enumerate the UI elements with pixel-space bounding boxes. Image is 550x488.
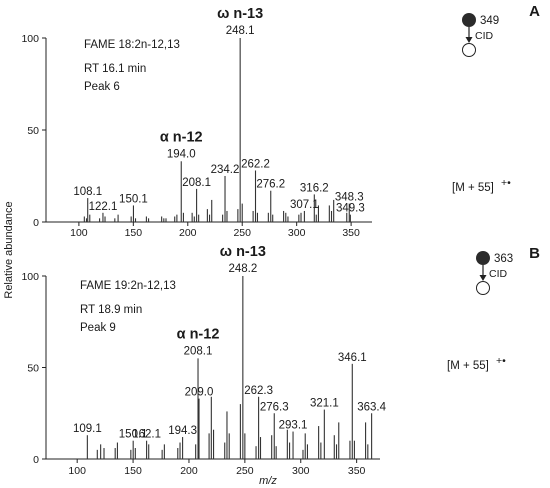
alpha-ion-label: α n-12 <box>160 129 203 145</box>
panel-letter: B <box>529 245 540 262</box>
peak-number: Peak 6 <box>84 81 120 93</box>
sample-name: FAME 19:2n-12,13 <box>80 280 176 292</box>
x-tick-label: 300 <box>288 227 306 239</box>
omega-ion-mz: 248.1 <box>226 25 255 37</box>
y-tick-label: 0 <box>33 454 39 466</box>
peak-label: 150.1 <box>119 193 148 205</box>
precursor-mz: 363 <box>494 253 513 265</box>
cid-label: CID <box>489 268 508 280</box>
precursor-ion-icon <box>476 251 490 265</box>
x-tick-label: 200 <box>179 227 197 239</box>
product-ion-icon <box>462 43 476 57</box>
peak-label: 307.1 <box>290 199 319 211</box>
precursor-ion-icon <box>462 13 476 27</box>
omega-ion-label: ω n-13 <box>217 6 263 22</box>
omega-ion-mz: 248.2 <box>228 263 257 275</box>
peak-label: 262.3 <box>244 385 273 397</box>
x-tick-label: 300 <box>292 465 310 477</box>
retention-time: RT 16.1 min <box>84 63 146 75</box>
y-axis-label: Relative abundance <box>3 201 15 298</box>
alpha-ion-label: α n-12 <box>177 326 220 342</box>
peak-label: 234.2 <box>211 164 240 176</box>
x-tick-label: 150 <box>124 465 142 477</box>
adduct-superscript: +• <box>496 355 506 367</box>
cid-arrowhead-icon <box>465 37 473 43</box>
x-tick-label: 250 <box>236 465 254 477</box>
x-axis-label: m/z <box>259 475 277 487</box>
peak-label: 276.3 <box>260 401 289 413</box>
peak-label: 109.1 <box>73 423 102 435</box>
adduct-label: [M + 55] <box>447 360 489 372</box>
peak-label: 363.4 <box>357 401 386 413</box>
peak-label: 208.1 <box>182 177 211 189</box>
peak-label: 108.1 <box>73 186 102 198</box>
alpha-ion-mz: 194.0 <box>167 148 196 160</box>
y-tick-label: 50 <box>27 363 39 375</box>
x-tick-label: 350 <box>342 227 360 239</box>
x-tick-label: 100 <box>70 227 88 239</box>
x-tick-label: 100 <box>68 465 86 477</box>
x-tick-label: 350 <box>348 465 366 477</box>
peak-label: 293.1 <box>279 420 308 432</box>
peak-label: 321.1 <box>310 398 339 410</box>
adduct-label: [M + 55] <box>452 182 494 194</box>
x-tick-label: 250 <box>233 227 251 239</box>
x-tick-label: 150 <box>125 227 143 239</box>
peak-label: 262.2 <box>241 158 270 170</box>
cid-label: CID <box>475 30 494 42</box>
adduct-superscript: +• <box>501 177 511 189</box>
y-tick-label: 100 <box>21 33 39 45</box>
peak-label: 162.1 <box>132 429 161 441</box>
peak-label: 346.1 <box>338 352 367 364</box>
peak-label: 348.3 <box>335 192 364 204</box>
retention-time: RT 18.9 min <box>80 304 142 316</box>
peak-label: 209.0 <box>185 387 214 399</box>
omega-ion-label: ω n-13 <box>220 244 266 260</box>
cid-arrowhead-icon <box>479 275 487 281</box>
precursor-mz: 349 <box>480 15 499 27</box>
sample-name: FAME 18:2n-12,13 <box>84 39 180 51</box>
y-tick-label: 0 <box>33 217 39 229</box>
panel-letter: A <box>529 3 540 20</box>
peak-label: 349.3 <box>336 203 365 215</box>
peak-label: 122.1 <box>89 201 118 213</box>
peak-number: Peak 9 <box>80 322 116 334</box>
y-tick-label: 100 <box>21 271 39 283</box>
product-ion-icon <box>476 281 490 295</box>
y-tick-label: 50 <box>27 125 39 137</box>
peak-label: 276.2 <box>256 179 285 191</box>
peak-label: 194.3 <box>168 425 197 437</box>
peak-label: 316.2 <box>300 182 329 194</box>
x-tick-label: 200 <box>180 465 198 477</box>
alpha-ion-mz: 208.1 <box>184 345 213 357</box>
peak-label: 150.1 <box>119 429 148 441</box>
